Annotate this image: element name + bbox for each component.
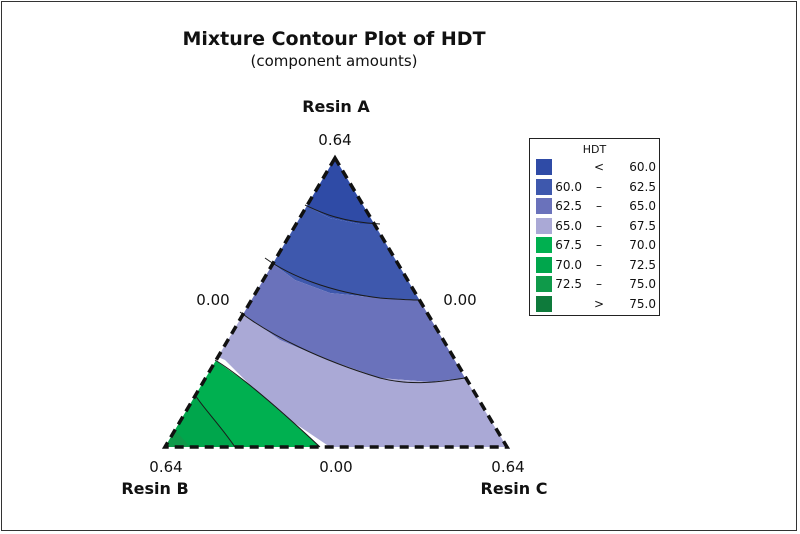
legend-swatch — [536, 217, 552, 234]
legend-high-value: 62.5 — [629, 179, 656, 194]
legend: HDT <60.0 60.0–62.5 62.5–65.0 65.0–67.5 67.5… — [529, 138, 660, 316]
tick-label-bottom-mid: 0.00 — [319, 458, 352, 476]
chart-title: Mixture Contour Plot of HDT — [182, 28, 486, 50]
contour-line-67.5 — [214, 359, 321, 448]
legend-entry: >75.0 — [536, 295, 656, 313]
chart-subtitle: (component amounts) — [250, 52, 418, 70]
tick-label-right-mid: 0.00 — [443, 291, 476, 309]
legend-swatch — [536, 237, 552, 253]
legend-entry: 67.5– 70.0 — [536, 236, 656, 254]
contour-region-70-72.5 — [165, 395, 235, 447]
legend-entry: 72.5– 75.0 — [536, 275, 656, 293]
contour-line-65 — [239, 311, 466, 384]
legend-title: HDT — [582, 143, 607, 156]
contour-line-70 — [194, 394, 236, 448]
contour-region-62.5-65 — [240, 258, 465, 382]
vertex-label-resin-c: Resin C — [481, 479, 548, 498]
contour-line-60 — [304, 204, 381, 225]
legend-swatch — [536, 276, 552, 292]
legend-high-value: 67.5 — [629, 218, 656, 233]
contour-region-72.5-75 — [165, 430, 190, 447]
legend-high-value: 75.0 — [629, 277, 656, 291]
legend-entry: <60.0 — [536, 158, 656, 176]
legend-high-value: 70.0 — [629, 238, 656, 252]
legend-operator: – — [596, 179, 602, 194]
contour-line-62.5 — [264, 257, 421, 301]
legend-low-value: 65.0 — [555, 218, 582, 233]
tick-label-bottom-left: 0.64 — [149, 458, 182, 476]
legend-operator: – — [596, 257, 602, 272]
tick-label-left-mid: 0.00 — [196, 291, 229, 309]
legend-high-value: 60.0 — [629, 160, 656, 174]
legend-operator: – — [596, 238, 602, 252]
legend-swatch — [536, 295, 552, 312]
legend-high-value: 65.0 — [629, 199, 656, 213]
legend-low-value: 72.5 — [555, 277, 582, 291]
legend-operator: – — [596, 277, 602, 291]
legend-operator: – — [596, 199, 602, 213]
triangle-border — [161, 154, 511, 449]
contour-lines — [194, 204, 466, 448]
legend-swatch — [536, 198, 552, 214]
legend-entry: 62.5– 65.0 — [536, 197, 656, 215]
legend-entry: 70.0– 72.5 — [536, 256, 656, 274]
legend-operator: > — [593, 296, 605, 311]
legend-low-value: 67.5 — [555, 238, 582, 252]
legend-entry: 65.0– 67.5 — [536, 217, 656, 235]
legend-swatch — [536, 256, 552, 273]
contour-region-65-67.5 — [190, 312, 507, 447]
tick-label-top: 0.64 — [318, 131, 351, 149]
legend-swatch — [536, 178, 552, 195]
legend-low-value: 70.0 — [555, 257, 582, 272]
tick-label-bottom-right: 0.64 — [491, 458, 524, 476]
legend-high-value: 72.5 — [629, 257, 656, 272]
legend-swatch — [536, 159, 552, 175]
vertex-label-resin-b: Resin B — [121, 479, 188, 498]
legend-low-value: 60.0 — [555, 179, 582, 194]
legend-entry: 60.0– 62.5 — [536, 178, 656, 196]
legend-operator: < — [593, 160, 605, 174]
legend-operator: – — [596, 218, 602, 233]
legend-high-value: 75.0 — [629, 296, 656, 311]
vertex-label-resin-a: Resin A — [302, 97, 370, 116]
legend-low-value: 62.5 — [555, 199, 582, 213]
